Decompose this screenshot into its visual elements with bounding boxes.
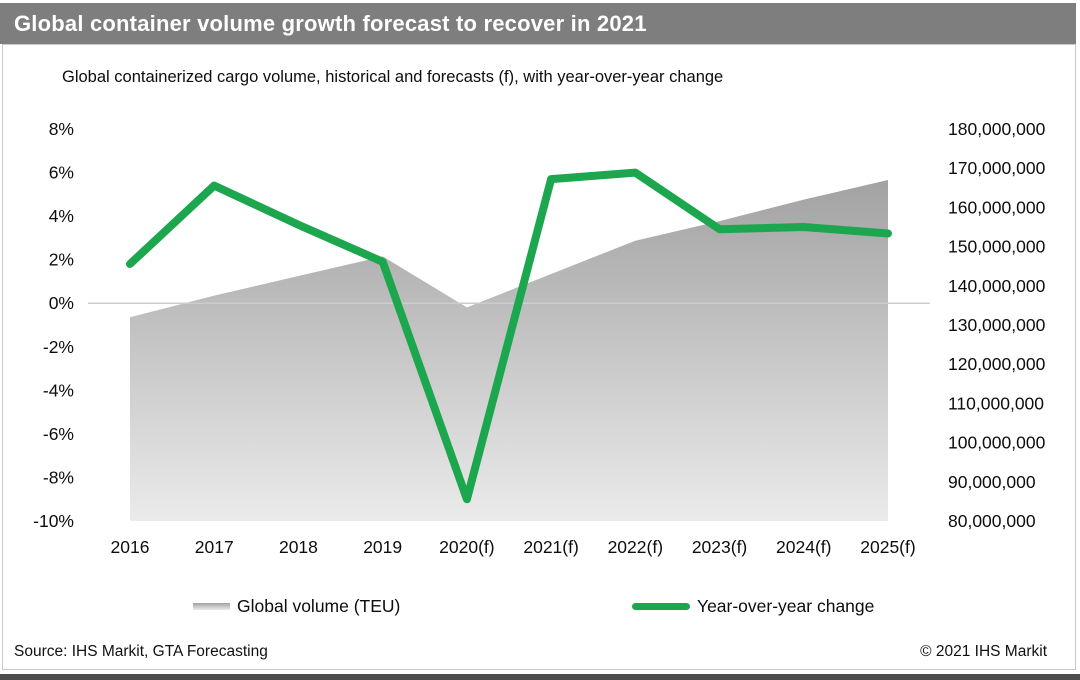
x-axis-tick-labels: 2016 2017 2018 2019 2020(f) 2021(f) 2022(f) 202… — [111, 537, 916, 557]
right-axis-tick-label: 150,000,000 — [948, 237, 1046, 257]
right-axis-tick-label: 140,000,000 — [948, 276, 1046, 296]
left-axis-tick-label: 4% — [49, 206, 74, 226]
x-axis-tick-label: 2017 — [195, 537, 234, 557]
x-axis-tick-label: 2025(f) — [860, 537, 915, 557]
x-axis-tick-label: 2021(f) — [523, 537, 578, 557]
left-axis-tick-label: 2% — [49, 250, 74, 270]
right-axis-tick-label: 100,000,000 — [948, 433, 1046, 453]
right-axis-tick-label: 80,000,000 — [948, 511, 1036, 531]
legend-yoy-label: Year-over-year change — [697, 595, 875, 616]
right-axis-tick-label: 110,000,000 — [948, 393, 1044, 413]
legend-volume-label: Global volume (TEU) — [237, 595, 401, 616]
right-axis-tick-labels: 180,000,000 170,000,000 160,000,000 150,000… — [948, 119, 1046, 531]
left-axis-tick-label: -6% — [43, 424, 74, 444]
bottom-strip — [0, 674, 1080, 680]
x-axis-tick-label: 2016 — [111, 537, 150, 557]
x-axis-tick-label: 2024(f) — [776, 537, 831, 557]
right-axis-tick-label: 170,000,000 — [948, 158, 1046, 178]
x-axis-tick-label: 2023(f) — [692, 537, 747, 557]
left-axis-tick-label: 6% — [49, 163, 74, 183]
chart-title: Global container volume growth forecast … — [14, 10, 647, 36]
yoy-line-swatch-icon — [632, 602, 690, 610]
right-axis-tick-label: 120,000,000 — [948, 354, 1046, 374]
legend-item-yoy: Year-over-year change — [632, 596, 874, 616]
legend-item-volume: Global volume (TEU) — [193, 596, 400, 616]
right-axis-tick-label: 90,000,000 — [948, 472, 1036, 492]
left-axis-tick-label: 0% — [49, 293, 74, 313]
x-axis-tick-label: 2019 — [363, 537, 402, 557]
title-bar: Global container volume growth forecast … — [0, 3, 1076, 44]
right-axis-tick-label: 130,000,000 — [948, 315, 1046, 335]
left-axis-tick-label: -8% — [43, 467, 74, 487]
left-axis-tick-label: -10% — [33, 511, 74, 531]
right-axis-tick-label: 160,000,000 — [948, 197, 1046, 217]
left-axis-tick-label: 8% — [49, 119, 74, 139]
right-axis-tick-label: 180,000,000 — [948, 119, 1046, 139]
chart-subtitle: Global containerized cargo volume, histo… — [62, 68, 724, 86]
yoy-line-series — [126, 168, 892, 504]
x-axis-tick-label: 2020(f) — [439, 537, 494, 557]
left-axis-tick-labels: 8% 6% 4% 2% 0% -2% -4% -6% -8% -10% — [33, 119, 74, 531]
x-axis-tick-label: 2018 — [279, 537, 318, 557]
left-axis-tick-label: -4% — [43, 380, 74, 400]
source-note: Source: IHS Markit, GTA Forecasting — [14, 643, 268, 660]
volume-area-swatch-icon — [193, 602, 230, 610]
x-axis-tick-label: 2022(f) — [608, 537, 663, 557]
copyright-note: © 2021 IHS Markit — [920, 643, 1047, 660]
left-axis-tick-label: -2% — [43, 337, 74, 357]
